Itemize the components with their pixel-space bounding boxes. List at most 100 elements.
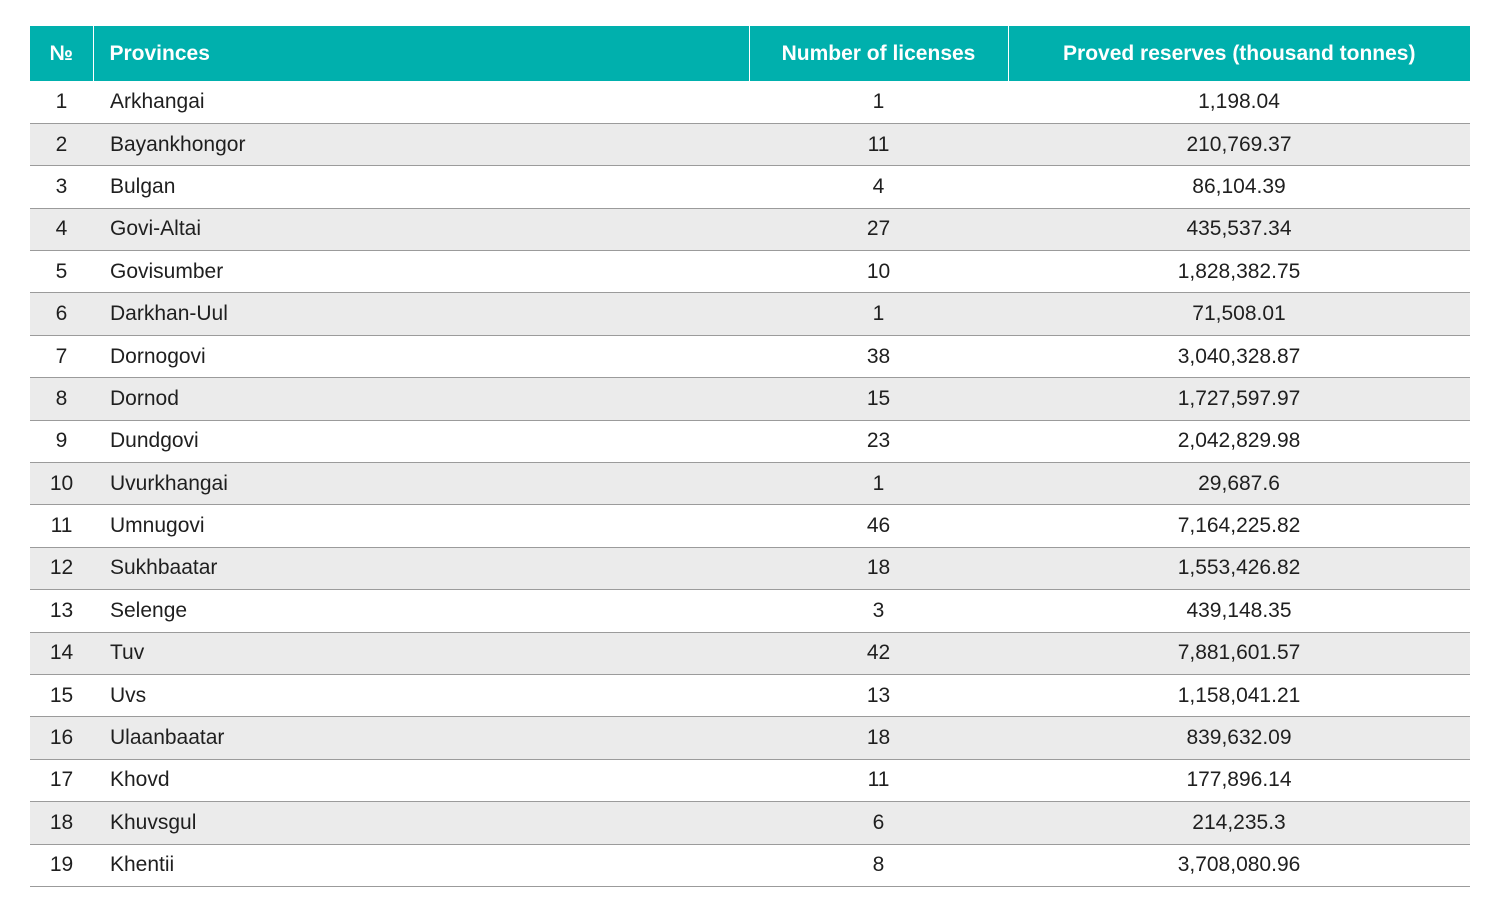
cell-province: Sukhbaatar [93,547,749,591]
cell-reserves: 1,828,382.75 [1008,250,1470,294]
cell-number: 1 [30,81,93,124]
cell-reserves: 1,198.04 [1008,81,1470,124]
cell-province: Khentii [93,844,749,887]
cell-province: Bayankhongor [93,123,749,167]
licenses-table-container: № Provinces Number of licenses Proved re… [30,26,1470,887]
cell-number: 3 [30,165,93,209]
cell-licenses: 1 [749,81,1008,124]
cell-reserves: 2,042,829.98 [1008,420,1470,464]
cell-province: Bulgan [93,165,749,209]
cell-province: Uvs [93,674,749,718]
cell-reserves: 1,553,426.82 [1008,547,1470,591]
table-header: № Provinces Number of licenses Proved re… [30,26,1470,81]
licenses-table: № Provinces Number of licenses Proved re… [30,26,1470,887]
cell-reserves: 3,040,328.87 [1008,335,1470,379]
cell-number: 8 [30,377,93,421]
cell-licenses: 46 [749,504,1008,548]
table-row: 3 Bulgan 4 86,104.39 [30,165,1470,209]
cell-reserves: 839,632.09 [1008,716,1470,760]
table-row: 15 Uvs 13 1,158,041.21 [30,674,1470,718]
cell-province: Dornogovi [93,335,749,379]
cell-reserves: 1,727,597.97 [1008,377,1470,421]
cell-reserves: 71,508.01 [1008,292,1470,336]
cell-number: 2 [30,123,93,167]
cell-number: 19 [30,844,93,887]
cell-province: Govi-Altai [93,208,749,252]
cell-province: Darkhan-Uul [93,292,749,336]
cell-licenses: 23 [749,420,1008,464]
table-row: 18 Khuvsgul 6 214,235.3 [30,801,1470,845]
cell-reserves: 210,769.37 [1008,123,1470,167]
table-row: 16 Ulaanbaatar 18 839,632.09 [30,716,1470,760]
cell-licenses: 18 [749,547,1008,591]
cell-number: 14 [30,632,93,675]
table-row: 2 Bayankhongor 11 210,769.37 [30,123,1470,167]
table-row: 19 Khentii 8 3,708,080.96 [30,844,1470,887]
table-row: 1 Arkhangai 1 1,198.04 [30,81,1470,124]
table-row: 5 Govisumber 10 1,828,382.75 [30,250,1470,294]
cell-province: Uvurkhangai [93,462,749,506]
table-body: 1 Arkhangai 1 1,198.04 2 Bayankhongor 11 210,76… [30,81,1470,887]
cell-reserves: 7,164,225.82 [1008,504,1470,548]
cell-province: Ulaanbaatar [93,716,749,760]
cell-reserves: 214,235.3 [1008,801,1470,845]
cell-number: 9 [30,420,93,464]
cell-number: 6 [30,292,93,336]
cell-licenses: 42 [749,632,1008,675]
cell-reserves: 439,148.35 [1008,589,1470,633]
cell-licenses: 1 [749,292,1008,336]
column-header-number: № [49,41,73,65]
cell-licenses: 6 [749,801,1008,845]
table-row: 4 Govi-Altai 27 435,537.34 [30,208,1470,252]
cell-licenses: 11 [749,123,1008,167]
table-row: 17 Khovd 11 177,896.14 [30,759,1470,803]
cell-licenses: 15 [749,377,1008,421]
cell-number: 17 [30,759,93,803]
cell-province: Umnugovi [93,504,749,548]
table-row: 9 Dundgovi 23 2,042,829.98 [30,420,1470,464]
cell-province: Dornod [93,377,749,421]
cell-number: 16 [30,716,93,760]
cell-licenses: 18 [749,716,1008,760]
table-header-row: № Provinces Number of licenses Proved re… [30,26,1470,81]
table-row: 11 Umnugovi 46 7,164,225.82 [30,504,1470,548]
cell-number: 10 [30,462,93,506]
cell-licenses: 10 [749,250,1008,294]
table-row: 13 Selenge 3 439,148.35 [30,589,1470,633]
table-row: 6 Darkhan-Uul 1 71,508.01 [30,292,1470,336]
cell-number: 7 [30,335,93,379]
table-row: 14 Tuv 42 7,881,601.57 [30,632,1470,675]
cell-province: Dundgovi [93,420,749,464]
column-header-licenses: Number of licenses [748,26,1008,81]
cell-licenses: 13 [749,674,1008,718]
column-header-province: Provinces [92,26,749,81]
table-row: 10 Uvurkhangai 1 29,687.6 [30,462,1470,506]
cell-number: 15 [30,674,93,718]
cell-licenses: 4 [749,165,1008,209]
cell-province: Govisumber [93,250,749,294]
cell-province: Khuvsgul [93,801,749,845]
cell-reserves: 29,687.6 [1008,462,1470,506]
cell-province: Arkhangai [93,81,749,124]
cell-number: 11 [30,504,93,548]
cell-province: Khovd [93,759,749,803]
cell-licenses: 38 [749,335,1008,379]
cell-licenses: 27 [749,208,1008,252]
cell-reserves: 435,537.34 [1008,208,1470,252]
cell-reserves: 177,896.14 [1008,759,1470,803]
cell-reserves: 3,708,080.96 [1008,844,1470,887]
cell-reserves: 7,881,601.57 [1008,632,1470,675]
table-row: 12 Sukhbaatar 18 1,553,426.82 [30,547,1470,591]
cell-licenses: 3 [749,589,1008,633]
cell-province: Tuv [93,632,749,675]
cell-reserves: 1,158,041.21 [1008,674,1470,718]
cell-number: 12 [30,547,93,591]
cell-licenses: 8 [749,844,1008,887]
column-header-reserves: Proved reserves (thousand tonnes) [1007,26,1470,81]
cell-province: Selenge [93,589,749,633]
table-row: 8 Dornod 15 1,727,597.97 [30,377,1470,421]
cell-reserves: 86,104.39 [1008,165,1470,209]
cell-licenses: 11 [749,759,1008,803]
cell-number: 5 [30,250,93,294]
cell-number: 18 [30,801,93,845]
